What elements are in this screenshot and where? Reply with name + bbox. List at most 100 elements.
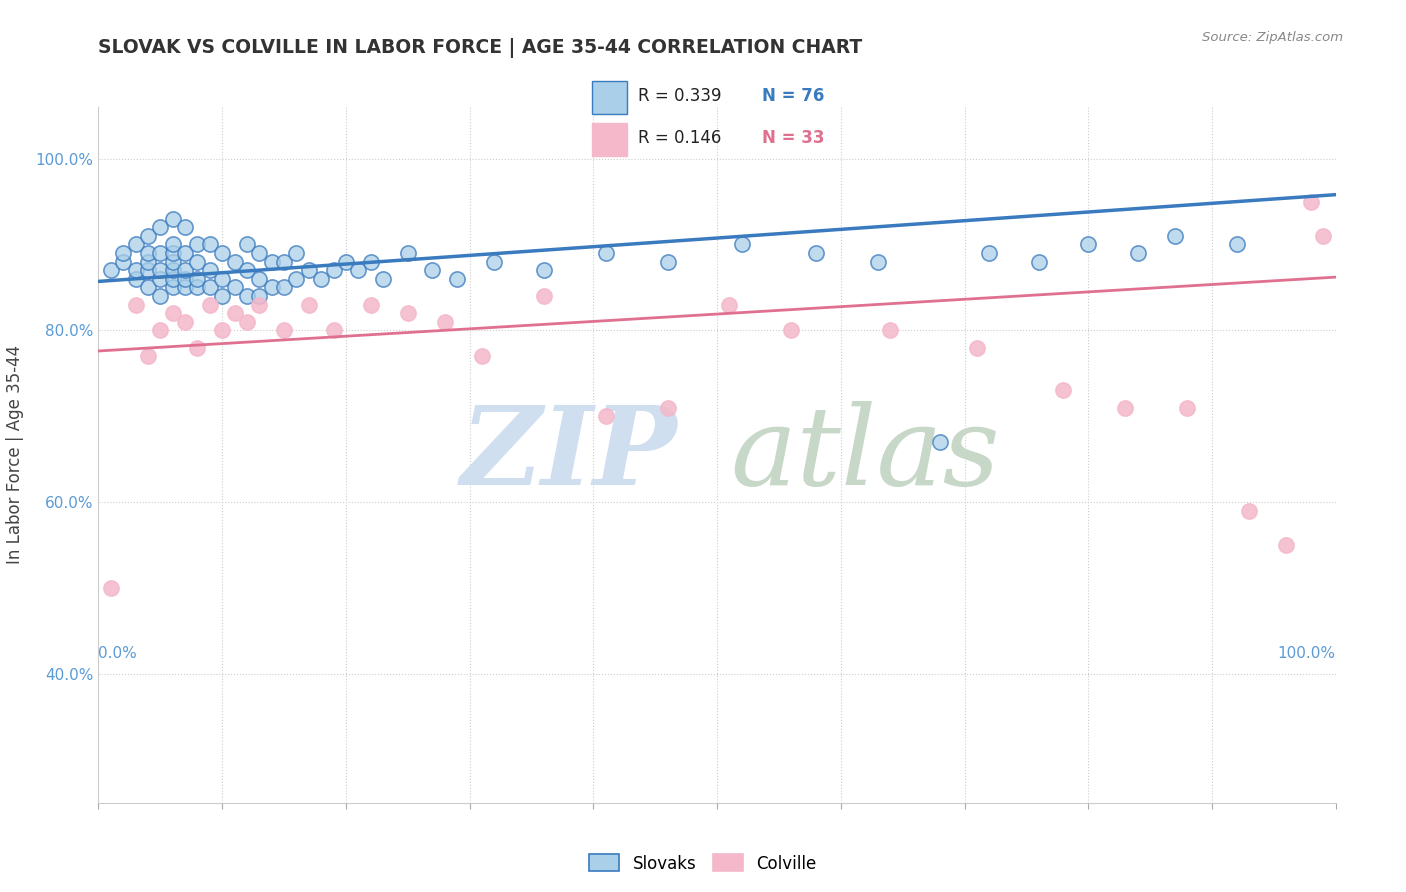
Text: atlas: atlas: [731, 401, 1000, 508]
Point: [322, 323, 344, 337]
Point: [247, 289, 270, 303]
Point: [371, 272, 394, 286]
Point: [298, 297, 321, 311]
Point: [285, 246, 308, 260]
Text: R = 0.339: R = 0.339: [638, 87, 721, 105]
Point: [136, 246, 159, 260]
Point: [1237, 504, 1260, 518]
Point: [174, 280, 197, 294]
Point: [1028, 254, 1050, 268]
Point: [484, 254, 506, 268]
Point: [433, 315, 456, 329]
Point: [298, 263, 321, 277]
Point: [162, 237, 184, 252]
Point: [533, 289, 555, 303]
Point: [285, 272, 308, 286]
Text: Source: ZipAtlas.com: Source: ZipAtlas.com: [1202, 31, 1343, 45]
Point: [124, 272, 146, 286]
Point: [928, 435, 950, 450]
Point: [112, 246, 135, 260]
Text: ZIP: ZIP: [460, 401, 676, 508]
Point: [162, 280, 184, 294]
Point: [149, 323, 172, 337]
Legend: Slovaks, Colville: Slovaks, Colville: [582, 847, 824, 880]
Point: [446, 272, 468, 286]
Point: [1126, 246, 1149, 260]
Point: [236, 237, 259, 252]
Point: [1312, 228, 1334, 243]
Point: [162, 211, 184, 226]
Point: [236, 315, 259, 329]
Point: [211, 323, 233, 337]
Point: [322, 263, 344, 277]
Point: [149, 220, 172, 235]
Point: [100, 263, 122, 277]
Bar: [592, 123, 627, 156]
Point: [124, 297, 146, 311]
Point: [174, 263, 197, 277]
Point: [1299, 194, 1322, 209]
Point: [979, 246, 1001, 260]
Point: [124, 263, 146, 277]
Point: [273, 323, 295, 337]
Point: [198, 297, 221, 311]
Point: [186, 237, 208, 252]
Point: [100, 581, 122, 595]
Point: [224, 306, 246, 320]
Point: [360, 297, 382, 311]
Point: [174, 220, 197, 235]
Text: N = 76: N = 76: [762, 87, 824, 105]
Point: [657, 401, 679, 415]
Point: [211, 246, 233, 260]
Point: [149, 246, 172, 260]
Point: [1175, 401, 1198, 415]
Point: [162, 254, 184, 268]
Text: R = 0.146: R = 0.146: [638, 129, 721, 147]
Point: [136, 263, 159, 277]
Point: [162, 306, 184, 320]
Point: [186, 272, 208, 286]
Point: [260, 254, 283, 268]
Point: [273, 280, 295, 294]
Point: [804, 246, 827, 260]
Point: [149, 272, 172, 286]
Text: 100.0%: 100.0%: [1278, 646, 1336, 661]
Point: [149, 289, 172, 303]
Point: [533, 263, 555, 277]
Text: N = 33: N = 33: [762, 129, 824, 147]
Point: [360, 254, 382, 268]
Bar: [592, 81, 627, 113]
Point: [780, 323, 803, 337]
Text: SLOVAK VS COLVILLE IN LABOR FORCE | AGE 35-44 CORRELATION CHART: SLOVAK VS COLVILLE IN LABOR FORCE | AGE …: [98, 38, 863, 58]
Point: [236, 263, 259, 277]
Point: [335, 254, 357, 268]
Point: [1114, 401, 1136, 415]
Point: [273, 254, 295, 268]
Y-axis label: In Labor Force | Age 35-44: In Labor Force | Age 35-44: [7, 345, 24, 565]
Point: [236, 289, 259, 303]
Point: [211, 289, 233, 303]
Point: [966, 341, 988, 355]
Point: [1275, 538, 1298, 552]
Point: [162, 272, 184, 286]
Point: [136, 280, 159, 294]
Point: [198, 280, 221, 294]
Point: [124, 237, 146, 252]
Point: [396, 306, 419, 320]
Point: [657, 254, 679, 268]
Point: [1226, 237, 1249, 252]
Point: [879, 323, 901, 337]
Point: [1052, 384, 1074, 398]
Text: 0.0%: 0.0%: [98, 646, 138, 661]
Point: [186, 341, 208, 355]
Point: [595, 409, 617, 424]
Point: [224, 254, 246, 268]
Point: [422, 263, 444, 277]
Point: [136, 349, 159, 363]
Point: [260, 280, 283, 294]
Point: [136, 228, 159, 243]
Point: [162, 246, 184, 260]
Point: [162, 263, 184, 277]
Point: [198, 237, 221, 252]
Point: [595, 246, 617, 260]
